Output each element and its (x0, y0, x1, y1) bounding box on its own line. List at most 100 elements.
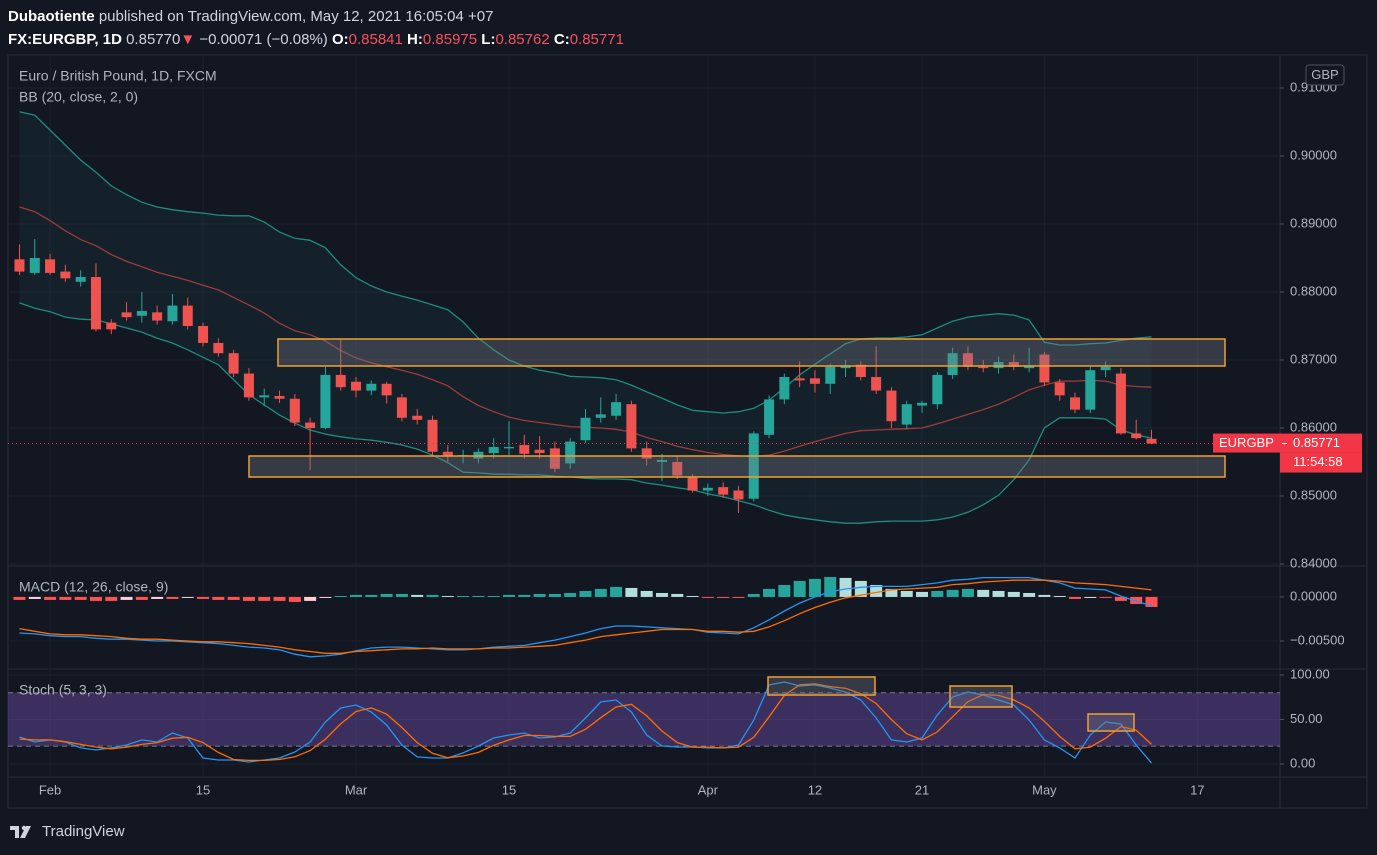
histogram-bar (763, 588, 776, 597)
candle-body (213, 342, 224, 354)
header-line: Dubaotiente published on TradingView.com… (8, 5, 624, 28)
x-tick-label: May (1032, 782, 1057, 797)
y-tick-label: 0.87000 (1290, 351, 1337, 366)
indicator-line (19, 576, 1152, 658)
logo-dot (21, 825, 27, 831)
high: 0.85975 (422, 31, 478, 48)
histogram-bar (1069, 596, 1082, 599)
candle-body (1024, 365, 1035, 369)
currency-box (1305, 64, 1345, 86)
y-tick-label: 0.90000 (1290, 147, 1337, 162)
histogram-bar (961, 588, 974, 597)
histogram-bar (258, 596, 271, 601)
x-tick-label: 15 (196, 782, 210, 797)
candle-body (182, 305, 193, 326)
logo-icon (10, 826, 31, 838)
zone-box (767, 676, 876, 696)
candle-body (90, 277, 101, 330)
candle-body (75, 277, 86, 282)
candle-body (595, 414, 606, 418)
zone-box (277, 338, 1226, 367)
candle-body (565, 441, 576, 464)
candle-body (29, 257, 40, 273)
chart-frame (7, 54, 1368, 809)
y-tick-label: 0.00000 (1290, 588, 1337, 603)
candle-body (351, 381, 362, 391)
histogram-bar (701, 596, 714, 598)
candle-body (335, 374, 346, 388)
candle-body (794, 378, 805, 381)
candle-body (488, 447, 499, 454)
histogram-bar (533, 593, 546, 597)
histogram-bar (181, 596, 194, 598)
indicator-line (19, 579, 1152, 654)
histogram-bar (808, 578, 821, 597)
header-line: FX:EURGBP, 1D 0.85770▼ −0.00071 (−0.08%)… (8, 28, 624, 51)
macd-legend: MACD (12, 26, close, 9) (19, 579, 168, 595)
histogram-bar (839, 577, 852, 597)
candle-body (549, 448, 560, 469)
histogram-bar (411, 594, 424, 597)
band-fill (8, 692, 1280, 747)
histogram-bar (518, 594, 531, 597)
candle-body (45, 259, 56, 273)
y-tick-label: 0.89000 (1290, 215, 1337, 230)
band-fill (19, 111, 1152, 524)
candle-body (305, 422, 316, 428)
histogram-bar (579, 590, 592, 597)
histogram-bar (931, 590, 944, 597)
candle-body (580, 417, 591, 441)
candle-body (243, 373, 254, 398)
change: −0.00071 (−0.08%) (199, 31, 328, 48)
candle-body (656, 459, 667, 462)
candle-body (779, 376, 790, 400)
histogram-bar (1038, 594, 1051, 597)
histogram-bar (227, 596, 240, 600)
histogram-bar (686, 595, 699, 597)
x-tick-label: Feb (39, 782, 61, 797)
histogram-bar (717, 596, 730, 598)
histogram-bar (1084, 596, 1097, 598)
candle-body (871, 376, 882, 391)
candle-body (917, 402, 928, 406)
arrow: ▼ (180, 31, 196, 48)
histogram-bar (548, 593, 561, 597)
candle-body (198, 325, 209, 343)
candle-body (60, 271, 71, 279)
candle-body (381, 383, 392, 396)
candle-body (427, 419, 438, 452)
published: published on TradingView.com, May 12, 20… (98, 8, 494, 25)
histogram-bar (946, 589, 959, 597)
candle-body (855, 364, 866, 377)
l-label: L: (481, 31, 496, 48)
histogram-bar (44, 596, 57, 600)
histogram-bar (304, 596, 317, 601)
y-tick-label: 0.00 (1290, 755, 1315, 770)
countdown: 11:54:58 (1293, 454, 1343, 469)
last-price-box (1213, 433, 1362, 453)
histogram-bar (28, 596, 41, 599)
histogram-bar (1114, 596, 1127, 601)
candle-body (1115, 373, 1126, 434)
header: Dubaotiente published on TradingView.com… (8, 5, 624, 51)
x-tick-label: Mar (345, 782, 368, 797)
histogram-bar (732, 596, 745, 598)
logo: TradingView (10, 823, 125, 840)
candle-body (519, 444, 530, 454)
candle-body (932, 374, 943, 405)
histogram-bar (640, 590, 653, 597)
candle-body (733, 490, 744, 500)
x-tick-label: 17 (1190, 782, 1204, 797)
histogram-bar (197, 596, 210, 599)
histogram-bar (350, 594, 363, 597)
candle-body (641, 448, 652, 459)
indicator-line (19, 111, 1152, 414)
candle-body (840, 365, 851, 369)
candle-body (412, 415, 423, 420)
histogram-bar (487, 595, 500, 597)
plot: Feb 15 Mar 15 Apr 12 21 May 170.910000.900000.89… (8, 55, 1362, 797)
brand: TradingView (42, 823, 125, 840)
histogram-bar (288, 596, 301, 602)
histogram-bar (457, 595, 470, 597)
